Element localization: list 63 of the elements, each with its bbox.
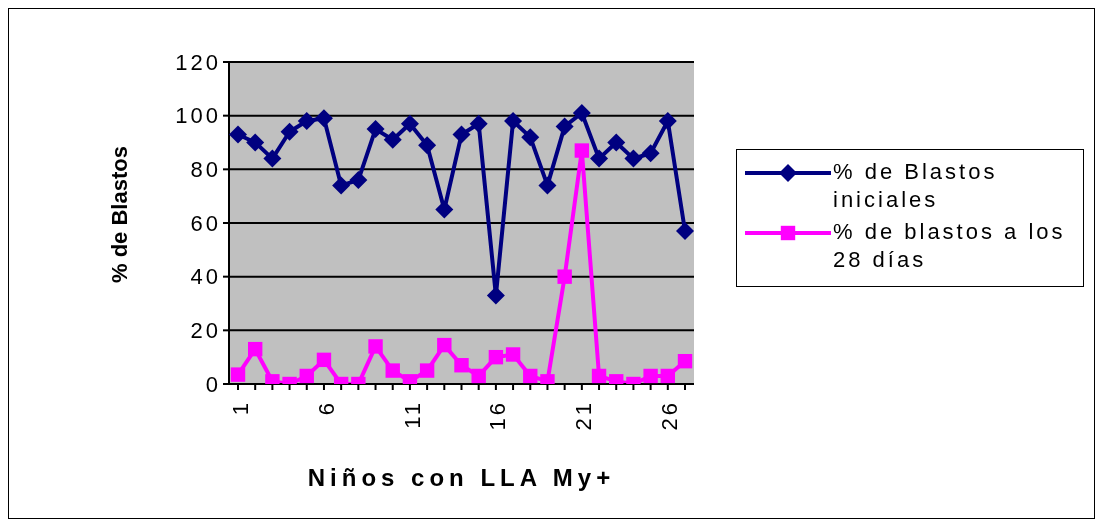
point bbox=[643, 368, 658, 384]
point bbox=[299, 368, 314, 384]
y-tick-label: 0 bbox=[205, 371, 221, 397]
point bbox=[418, 136, 437, 155]
point bbox=[280, 122, 299, 141]
point bbox=[486, 286, 505, 305]
point bbox=[385, 363, 400, 378]
point bbox=[505, 347, 521, 362]
point bbox=[488, 349, 504, 365]
point bbox=[574, 143, 590, 158]
point bbox=[437, 337, 452, 353]
point bbox=[247, 341, 263, 357]
point bbox=[624, 149, 643, 168]
point bbox=[538, 176, 557, 195]
point bbox=[419, 363, 435, 378]
point bbox=[572, 103, 591, 122]
point bbox=[504, 112, 523, 131]
x-tick-label: 26 bbox=[657, 400, 683, 431]
point bbox=[641, 144, 660, 163]
point bbox=[555, 117, 574, 136]
point bbox=[557, 269, 572, 284]
legend-label: % de blastos a los 28 días bbox=[833, 218, 1067, 274]
point bbox=[246, 133, 265, 152]
y-axis-title: % de Blastos bbox=[106, 146, 132, 283]
legend-label: % de Blastos iniciales bbox=[833, 158, 999, 214]
point bbox=[469, 114, 488, 133]
point bbox=[677, 353, 693, 369]
x-tick-label: 11 bbox=[399, 400, 425, 429]
point bbox=[435, 200, 454, 219]
point bbox=[230, 367, 246, 382]
x-tick-label: 21 bbox=[571, 400, 597, 431]
point bbox=[368, 339, 383, 354]
point bbox=[607, 133, 626, 152]
point bbox=[521, 128, 540, 147]
y-tick-label: 20 bbox=[190, 318, 221, 344]
x-tick-label: 6 bbox=[313, 400, 339, 416]
x-axis-title: Niños con LLA My+ bbox=[307, 464, 616, 491]
x-tick-label: 1 bbox=[227, 400, 253, 416]
point bbox=[297, 112, 316, 131]
point bbox=[366, 120, 385, 139]
y-tick-label: 40 bbox=[190, 264, 221, 290]
point bbox=[523, 368, 538, 384]
point bbox=[590, 149, 609, 168]
point bbox=[383, 130, 402, 149]
point bbox=[471, 368, 486, 384]
point bbox=[676, 222, 694, 241]
point bbox=[591, 368, 607, 384]
point bbox=[454, 358, 469, 373]
point bbox=[332, 176, 351, 195]
y-tick-label: 100 bbox=[175, 103, 221, 129]
y-tick-label: 120 bbox=[175, 49, 221, 75]
point bbox=[229, 125, 247, 144]
point bbox=[658, 112, 677, 131]
y-tick-label: 60 bbox=[190, 210, 221, 236]
y-tick-label: 80 bbox=[190, 157, 221, 183]
point bbox=[452, 125, 471, 144]
point bbox=[349, 171, 368, 190]
point bbox=[314, 109, 333, 128]
point bbox=[400, 114, 419, 133]
point bbox=[263, 149, 282, 168]
point bbox=[660, 368, 676, 384]
x-tick-label: 16 bbox=[485, 400, 511, 431]
point bbox=[316, 352, 332, 368]
